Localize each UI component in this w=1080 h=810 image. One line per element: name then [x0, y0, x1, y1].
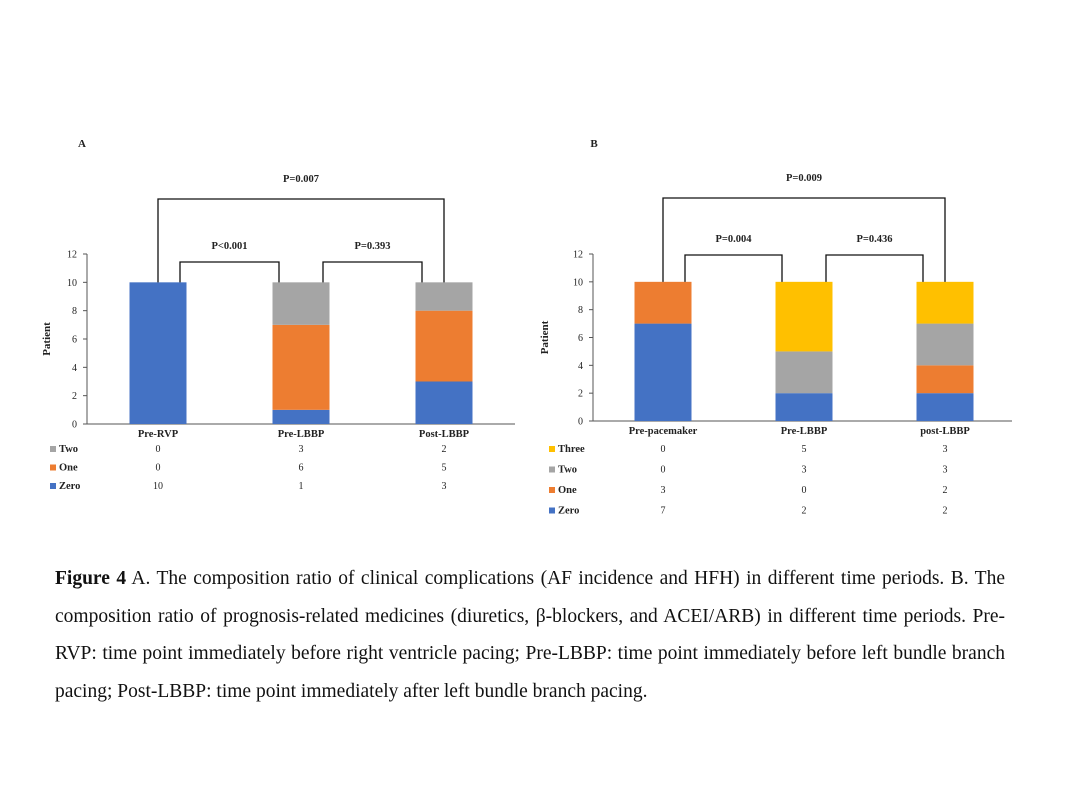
panel-a-p-value: P<0.001 — [211, 241, 247, 252]
panel-a-bar-two-2 — [415, 282, 473, 311]
panel-a-bracket — [157, 198, 445, 283]
panel-a-legend-label-one: One — [59, 463, 78, 474]
panel-b-table-cell: 0 — [661, 465, 666, 476]
panel-a-legend-swatch-zero — [50, 483, 56, 489]
panel-a-bar-zero-1 — [272, 409, 330, 424]
panel-a-bracket — [179, 261, 280, 283]
panel-b-bar-one-0 — [634, 281, 692, 324]
panel-b-legend-swatch-three — [549, 446, 555, 452]
panel-a-label: A — [78, 138, 86, 150]
panel-a-category-label: Pre-RVP — [138, 429, 179, 440]
panel-a-table-cell: 10 — [153, 481, 163, 492]
panel-a-y-tick-label: 4 — [72, 363, 77, 374]
panel-a-legend-swatch-two — [50, 446, 56, 452]
panel-b-legend-swatch-zero — [549, 507, 555, 514]
panel-b-table-cell: 2 — [943, 506, 948, 517]
panel-a-p-value: P=0.393 — [354, 241, 390, 252]
panel-b-y-tick-label: 4 — [578, 361, 583, 372]
panel-b-legend-label-zero: Zero — [558, 506, 579, 517]
panel-a-table-cell: 1 — [299, 481, 304, 492]
panel-a-bar-zero-2 — [415, 381, 473, 424]
panel-b-legend-label-three: Three — [558, 444, 585, 455]
panel-b-bar-one-2 — [916, 365, 974, 394]
caption-label: Figure 4 — [55, 568, 127, 589]
panel-a-bracket — [322, 261, 423, 283]
panel-a-bar-two-1 — [272, 282, 330, 325]
panel-b-bar-three-2 — [916, 281, 974, 324]
panel-b-bracket — [684, 254, 783, 282]
panel-b-legend-swatch-one — [549, 487, 555, 493]
panel-a-legend-label-zero: Zero — [59, 481, 80, 492]
panel-a-y-tick-label: 2 — [72, 391, 77, 402]
panel-b-category-label: Pre-LBBP — [781, 426, 828, 437]
panel-b-label: B — [590, 138, 598, 150]
panel-b-table-cell: 3 — [661, 485, 666, 496]
panel-a-category-label: Post-LBBP — [419, 429, 470, 440]
panel-b-legend-label-one: One — [558, 485, 577, 496]
panel-a-table-cell: 6 — [299, 463, 304, 474]
panel-b-bar-zero-0 — [634, 323, 692, 421]
panel-a-bar-one-2 — [415, 310, 473, 382]
panel-a-legend-label-two: Two — [59, 444, 78, 455]
panel-b-y-tick-label: 12 — [573, 250, 583, 261]
panel-a-p-value: P=0.007 — [283, 174, 319, 185]
panel-a-table-cell: 3 — [299, 444, 304, 455]
panel-a-y-axis-title: Patient — [41, 322, 53, 356]
panel-b-table-cell: 3 — [943, 444, 948, 455]
panel-a-table-cell: 5 — [442, 463, 447, 474]
panel-a-y-tick-label: 12 — [67, 250, 77, 261]
panel-b-p-value: P=0.009 — [786, 173, 822, 184]
panel-a-table-cell: 0 — [156, 444, 161, 455]
panel-b-table-cell: 7 — [661, 506, 666, 517]
panel-b-y-tick-label: 6 — [578, 333, 583, 344]
panel-b-category-label: post-LBBP — [920, 426, 970, 437]
panel-b-table-cell: 0 — [802, 485, 807, 496]
panel-a-table-cell: 0 — [156, 463, 161, 474]
panel-a-table-cell: 3 — [442, 481, 447, 492]
panel-a-y-tick-label: 0 — [72, 420, 77, 431]
panel-a-bar-one-1 — [272, 324, 330, 410]
panel-a-legend-swatch-one — [50, 464, 56, 471]
panel-a-y-tick-label: 10 — [67, 278, 77, 289]
panel-a-y-tick-label: 8 — [72, 306, 77, 317]
panel-a-category-label: Pre-LBBP — [278, 429, 325, 440]
panel-b-legend-label-two: Two — [558, 465, 577, 476]
panel-b-y-tick-label: 0 — [578, 417, 583, 428]
panel-b-bar-three-1 — [775, 281, 833, 352]
panel-a-table-cell: 2 — [442, 444, 447, 455]
panel-b-bar-two-1 — [775, 351, 833, 394]
panel-b-table-cell: 3 — [802, 465, 807, 476]
panel-b-bracket — [662, 197, 946, 282]
panel-b-table-cell: 5 — [802, 444, 807, 455]
panel-b-y-tick-label: 8 — [578, 305, 583, 316]
panel-a-bar-zero-0 — [129, 282, 187, 424]
panel-b-y-tick-label: 2 — [578, 389, 583, 400]
panel-b-y-tick-label: 10 — [573, 277, 583, 288]
panel-b-table-cell: 3 — [943, 465, 948, 476]
panel-b-p-value: P=0.436 — [856, 234, 892, 245]
figure-caption: Figure 4 A. The composition ratio of cli… — [55, 560, 1005, 710]
panel-b-legend-swatch-two — [549, 466, 555, 473]
panel-b-y-axis-title: Patient — [539, 320, 551, 354]
panel-b-bracket — [825, 254, 924, 282]
panel-b-table-cell: 2 — [802, 506, 807, 517]
panel-b-table-cell: 0 — [661, 444, 666, 455]
panel-b-bar-two-2 — [916, 323, 974, 366]
panel-b-category-label: Pre-pacemaker — [629, 426, 698, 437]
panel-b-table-cell: 2 — [943, 485, 948, 496]
panel-a-y-tick-label: 6 — [72, 335, 77, 346]
panel-b-p-value: P=0.004 — [715, 234, 752, 245]
panel-b-bar-zero-2 — [916, 393, 974, 421]
caption-text: A. The composition ratio of clinical com… — [55, 568, 1005, 702]
panel-b-bar-zero-1 — [775, 393, 833, 421]
